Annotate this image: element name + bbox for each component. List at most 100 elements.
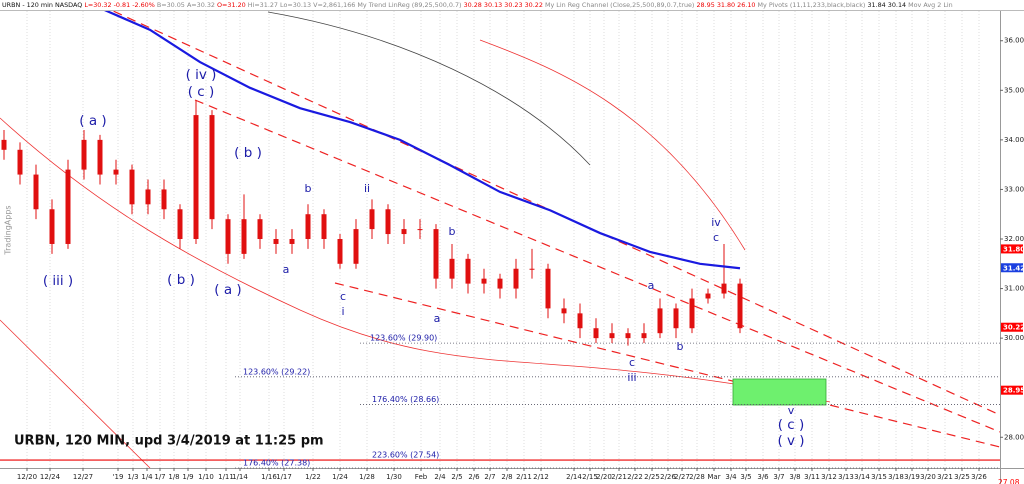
candle-body — [257, 219, 263, 240]
wave-label: c — [340, 290, 346, 303]
header-item: Mov Avg 2 Lin — [908, 1, 953, 9]
x-tick-label: 2/4 — [434, 473, 446, 481]
price-tag — [1001, 322, 1023, 332]
candle-body — [465, 258, 471, 284]
candle-body — [481, 278, 487, 284]
candle-body — [529, 268, 535, 270]
header-item: My Trend LinReg (89,25,500,0.7) — [357, 1, 461, 9]
x-tick-label: 3/13 — [838, 473, 854, 481]
x-tick-label: 2/25 — [644, 473, 660, 481]
price-tag — [1001, 244, 1023, 254]
candle-body — [17, 149, 23, 175]
header-item: -2.60% — [132, 1, 155, 9]
wave-label: v — [788, 404, 795, 417]
x-tick-label: 2/14 — [566, 473, 582, 481]
x-tick-label: 3/20 — [920, 473, 936, 481]
y-tick-label: 30.00 — [1004, 334, 1024, 342]
candle-body — [577, 313, 583, 329]
candle-body — [145, 189, 151, 205]
target-zone — [732, 378, 827, 406]
header-item: O=31.20 — [217, 1, 246, 9]
candle-body — [513, 268, 519, 289]
x-tick-label: Mar — [707, 473, 720, 481]
candle-body — [561, 308, 567, 314]
x-tick-label: 12/24 — [40, 473, 61, 481]
candle-body — [129, 169, 135, 205]
candle-body — [385, 209, 391, 235]
header-item: 30.28 — [464, 1, 482, 9]
header-item: 28.95 — [696, 1, 714, 9]
header-item: B=30.05 — [157, 1, 185, 9]
header-item: My Lin Reg Channel (Close,25,500,89,0.7,… — [545, 1, 694, 9]
candle-body — [689, 298, 695, 329]
header-item: Lo=30.13 — [280, 1, 311, 9]
trend-line — [334, 282, 1000, 448]
candle-body — [305, 214, 311, 240]
y-tick-label: 31.00 — [1004, 285, 1024, 293]
x-tick-label: 3/25 — [954, 473, 970, 481]
x-tick-label: 2/6 — [468, 473, 480, 481]
candle-body — [417, 229, 423, 231]
candle-body — [273, 239, 279, 244]
x-tick-label: '19 — [113, 473, 124, 481]
candle-body — [705, 293, 711, 299]
candle-body — [97, 139, 103, 175]
header-item: 31.84 — [867, 1, 885, 9]
wave-label: c — [713, 231, 719, 244]
x-tick-label: 3/19 — [904, 473, 920, 481]
header-item: 30.22 — [525, 1, 543, 9]
x-tick-label: 2/11 — [516, 473, 532, 481]
moving-average — [104, 11, 741, 270]
x-tick-label: 12/20 — [17, 473, 37, 481]
price-tag-label: 31.42 — [1003, 264, 1024, 272]
candle-body — [545, 268, 551, 309]
wave-labels: ( iv ) ( c ) ( a ) ( b ) b ii ( iii ) ( … — [43, 67, 805, 449]
watermark: TradingApps — [4, 205, 13, 255]
fib-label: 223.60% (27.54) — [372, 451, 439, 460]
wave-label: i — [341, 305, 344, 318]
header-item: A=30.32 — [187, 1, 215, 9]
wave-label: ( iii ) — [43, 273, 73, 289]
header-item: 30.14 — [888, 1, 906, 9]
x-tick-label: 3/11 — [804, 473, 820, 481]
x-tick-label: 3/5 — [740, 473, 751, 481]
price-tag-label: 28.95 — [1003, 387, 1024, 395]
x-tick-label: 3/8 — [789, 473, 800, 481]
linreg-line — [267, 11, 591, 166]
y-tick-label: 36.00 — [1004, 37, 1024, 45]
x-tick-label: 1/17 — [276, 473, 292, 481]
y-tick-label: 32.00 — [1004, 235, 1024, 243]
candle-body — [209, 115, 215, 220]
header-item: -0.81 — [114, 1, 131, 9]
fib-label: 123.60% (29.22) — [243, 367, 310, 376]
header-item: L=30.32 — [84, 1, 111, 9]
x-tick-label: 2/21 — [611, 473, 627, 481]
x-tick-label: 1/28 — [359, 473, 375, 481]
x-tick-label: 2/12 — [533, 473, 549, 481]
candle-body — [401, 229, 407, 235]
x-tick-label: 2/5 — [451, 473, 462, 481]
x-tick-label: 3/12 — [821, 473, 837, 481]
x-tick-label: 1/4 — [141, 473, 153, 481]
candle-body — [81, 139, 87, 170]
x-tick-label: 1/14 — [232, 473, 248, 481]
price-label: 27.08 — [998, 478, 1020, 484]
x-tick-label: Feb — [415, 473, 428, 481]
x-tick-label: 2/20 — [596, 473, 612, 481]
wave-label: a — [648, 279, 655, 292]
x-tick-label: 1/24 — [332, 473, 348, 481]
wave-label: c — [629, 356, 635, 369]
wave-label: ( a ) — [214, 282, 241, 298]
x-tick-label: 2/15 — [582, 473, 598, 481]
wave-label: b — [449, 225, 456, 238]
wave-label: iv — [711, 216, 721, 229]
x-tick-label: 1/3 — [127, 473, 138, 481]
x-tick-label: 3/18 — [888, 473, 904, 481]
wave-label: ( iv ) — [186, 67, 217, 83]
x-tick-label: 2/26 — [660, 473, 676, 481]
header: URBN - 120 min NASDAQ L=30.32 -0.81 -2.6… — [2, 1, 953, 9]
channel-line — [0, 319, 151, 468]
wave-label: b — [677, 340, 684, 353]
